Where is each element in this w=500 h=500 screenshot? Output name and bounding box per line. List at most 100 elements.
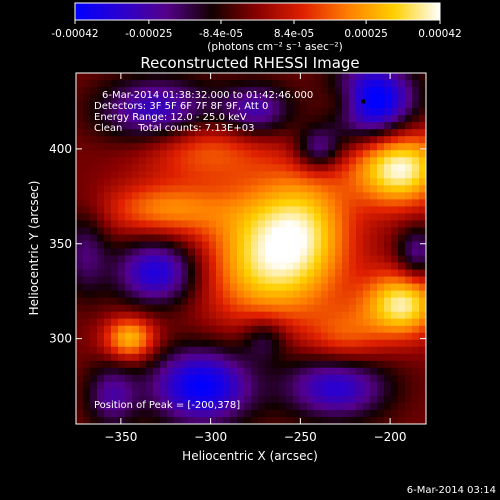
heatmap-cell [160, 269, 168, 277]
heatmap-cell [419, 409, 427, 418]
heatmap-cell [419, 297, 427, 306]
heatmap-cell [230, 73, 238, 81]
heatmap-cell [328, 157, 336, 165]
heatmap-cell [272, 94, 280, 102]
heatmap-cell [272, 325, 280, 334]
heatmap-cell [265, 297, 273, 306]
heatmap-cell [188, 115, 196, 123]
heatmap-cell [104, 178, 112, 186]
heatmap-cell [342, 325, 350, 334]
heatmap-cell [90, 388, 98, 397]
heatmap-cell [111, 360, 119, 369]
heatmap-cell [328, 122, 336, 130]
heatmap-cell [216, 269, 224, 277]
heatmap-cell [314, 339, 322, 348]
heatmap-cell [76, 416, 84, 425]
heatmap-cell [97, 227, 105, 235]
heatmap-cell [209, 234, 217, 242]
heatmap-cell [118, 297, 126, 306]
heatmap-cell [223, 199, 231, 207]
heatmap-cell [307, 192, 315, 200]
heatmap-cell [244, 360, 252, 369]
heatmap-cell [286, 87, 294, 95]
heatmap-cell [370, 248, 378, 256]
heatmap-cell [132, 297, 140, 306]
heatmap-cell [258, 206, 266, 214]
heatmap-cell [293, 178, 301, 186]
heatmap-cell [377, 297, 385, 306]
heatmap-cell [349, 339, 357, 348]
heatmap-cell [398, 129, 406, 137]
heatmap-cell [209, 297, 217, 306]
heatmap-cell [90, 262, 98, 270]
heatmap-cell [216, 311, 224, 320]
heatmap-cell [111, 192, 119, 200]
heatmap-cell [258, 164, 266, 172]
heatmap-cell [307, 241, 315, 249]
heatmap-cell [342, 129, 350, 137]
heatmap-cell [174, 157, 182, 165]
heatmap-cell [398, 255, 406, 263]
heatmap-cell [370, 339, 378, 348]
heatmap-cell [391, 101, 399, 109]
heatmap-cell [258, 80, 266, 88]
heatmap-cell [251, 381, 259, 390]
heatmap-cell [188, 276, 196, 284]
heatmap-cell [188, 73, 196, 81]
heatmap-cell [97, 255, 105, 263]
heatmap-cell [412, 199, 420, 207]
heatmap-cell [335, 290, 343, 299]
heatmap-cell [391, 115, 399, 123]
heatmap-cell [405, 213, 413, 221]
heatmap-cell [251, 220, 259, 228]
heatmap-cell [258, 87, 266, 95]
heatmap-cell [216, 227, 224, 235]
heatmap-cell [412, 248, 420, 256]
heatmap-cell [293, 87, 301, 95]
heatmap-cell [419, 332, 427, 341]
heatmap-cell [251, 318, 259, 327]
heatmap-cell [153, 367, 161, 376]
heatmap-cell [160, 304, 168, 313]
heatmap-cell [125, 248, 133, 256]
heatmap-cell [146, 108, 154, 116]
heatmap-cell [356, 304, 364, 313]
heatmap-cell [335, 339, 343, 348]
heatmap-cell [111, 185, 119, 193]
heatmap-cell [132, 80, 140, 88]
heatmap-cell [300, 255, 308, 263]
heatmap-cell [398, 220, 406, 228]
heatmap-cell [258, 129, 266, 137]
heatmap-cell [111, 136, 119, 144]
heatmap-cell [160, 220, 168, 228]
heatmap-cell [342, 269, 350, 277]
heatmap-cell [188, 339, 196, 348]
heatmap-cell [265, 227, 273, 235]
heatmap-cell [76, 157, 84, 165]
heatmap-cell [237, 262, 245, 270]
heatmap-cell [237, 318, 245, 327]
heatmap-cell [265, 360, 273, 369]
heatmap-cell [251, 304, 259, 313]
heatmap-cell [363, 360, 371, 369]
heatmap-cell [139, 304, 147, 313]
heatmap-cell [202, 304, 210, 313]
heatmap-cell [377, 157, 385, 165]
heatmap-cell [118, 241, 126, 249]
heatmap-cell [377, 136, 385, 144]
heatmap-cell [181, 87, 189, 95]
heatmap-cell [104, 248, 112, 256]
heatmap-cell [258, 234, 266, 242]
heatmap-cell [328, 318, 336, 327]
heatmap-cell [314, 108, 322, 116]
colorbar-tick-label: 8.4e-05 [274, 28, 314, 40]
heatmap-cell [279, 367, 287, 376]
heatmap-cell [405, 248, 413, 256]
heatmap-cell [202, 80, 210, 88]
heatmap-cell [237, 325, 245, 334]
heatmap-cell [370, 304, 378, 313]
heatmap-cell [139, 87, 147, 95]
heatmap-cell [314, 206, 322, 214]
heatmap-cell [209, 374, 217, 383]
heatmap-cell [188, 108, 196, 116]
